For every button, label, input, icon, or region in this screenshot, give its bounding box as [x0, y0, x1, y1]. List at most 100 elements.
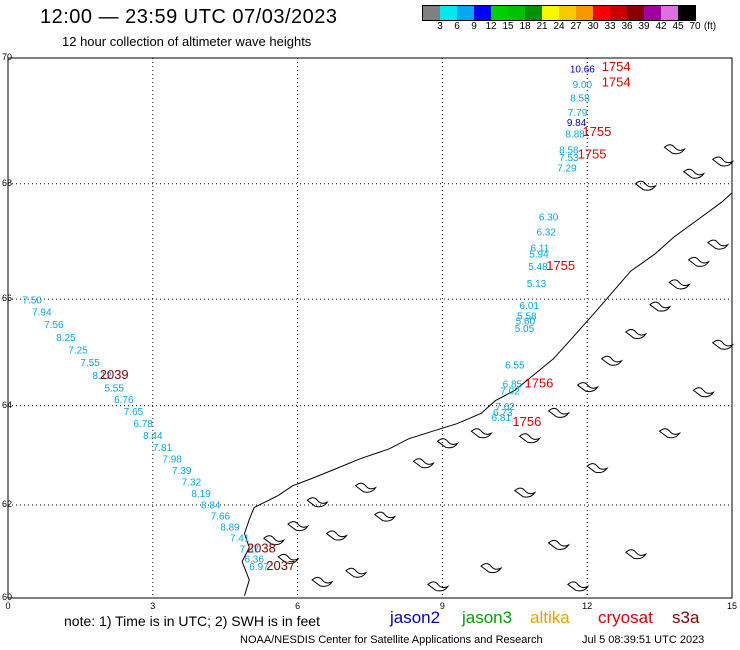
lat-tick-label: 70	[2, 52, 13, 62]
wave-height-label: 5.13	[527, 279, 547, 290]
wave-height-label: 7.25	[68, 345, 88, 356]
wave-height-label: 8.25	[56, 333, 76, 344]
wave-height-label: 7.55	[80, 358, 100, 369]
wave-height-label: 7.81	[153, 443, 173, 454]
coast-island	[374, 511, 397, 522]
wave-height-label: 7.37	[240, 544, 260, 555]
pass-time-label: 1754	[602, 59, 631, 74]
wave-height-label: 7.62	[495, 402, 515, 413]
pass-time-label: 1755	[582, 124, 611, 139]
coast-island	[470, 428, 493, 439]
wave-height-label: 7.39	[172, 466, 192, 477]
coast-island	[567, 581, 590, 592]
satellite-name: jason2	[390, 608, 441, 627]
coast-island	[625, 328, 648, 339]
wave-height-label: 7.65	[124, 407, 144, 418]
wave-height-label: 7.02	[500, 386, 520, 397]
lat-tick-label: 68	[2, 177, 13, 188]
coast-island	[412, 458, 435, 469]
legend-tick-label: 27	[570, 21, 582, 32]
coast-island	[711, 339, 735, 350]
legend-tick-label: 21	[536, 21, 548, 32]
legend-tick-label: 3	[437, 21, 443, 32]
lon-tick-label: 9	[439, 601, 445, 611]
footnote: note: 1) Time is in UTC; 2) SWH is in fe…	[64, 613, 320, 629]
wave-height-label: 9.84	[567, 118, 587, 129]
wave-height-label: 6.55	[505, 360, 525, 371]
chart-subtitle: 12 hour collection of altimeter wave hei…	[62, 34, 312, 49]
legend-swatch	[610, 6, 627, 20]
coast-island	[547, 539, 571, 550]
coast-island	[345, 567, 368, 578]
coast-island	[668, 279, 691, 290]
legend-swatch	[440, 6, 457, 20]
lon-tick-label: 12	[582, 601, 593, 611]
generated-timestamp: Jul 5 08:39:51 UTC 2023	[582, 634, 705, 646]
map-frame	[7, 57, 733, 599]
coast-island	[586, 463, 609, 474]
legend-swatch	[423, 6, 440, 20]
wave-height-label: 6.01	[520, 301, 540, 312]
legend-tick-label: 12	[485, 21, 497, 32]
legend-tick-label: 6	[454, 21, 460, 32]
coast-island	[263, 535, 286, 546]
wave-height-label: 5.48	[528, 262, 548, 273]
pass-time-label: 1755	[546, 258, 575, 273]
coast-island	[287, 521, 310, 532]
satellite-name: jason3	[462, 608, 513, 627]
wave-height-label: 7.32	[182, 478, 202, 489]
lon-tick-label: 3	[150, 601, 156, 611]
lat-tick-label: 60	[2, 592, 13, 602]
satellite-name: s3a	[672, 608, 700, 627]
legend-swatch	[508, 6, 525, 20]
coast-island	[658, 428, 682, 439]
norway-coastline	[241, 192, 733, 596]
legend-tick-label: 45	[672, 21, 684, 32]
wave-height-label: 5.60	[516, 316, 536, 327]
wave-height-label: 9.00	[573, 80, 593, 91]
coast-island	[625, 549, 648, 560]
coast-island	[325, 530, 349, 541]
wave-height-label: 7.53	[559, 153, 579, 164]
legend-tick-label: 33	[604, 21, 616, 32]
coast-island	[306, 497, 329, 508]
coast-island	[687, 256, 711, 267]
coast-island	[663, 144, 686, 155]
coast-island	[436, 438, 460, 449]
wave-height-label: 6.32	[536, 228, 556, 239]
wave-height-label: 6.73	[493, 408, 513, 419]
wave-height-label: 6.76	[114, 395, 134, 406]
legend-swatch	[593, 6, 610, 20]
wave-height-label: 6.36	[244, 554, 264, 565]
wave-height-label: 8.88	[565, 129, 585, 140]
lon-tick-label: 6	[295, 601, 301, 611]
legend-swatch	[474, 6, 491, 20]
coast-island	[277, 553, 300, 564]
wave-height-label: 8.44	[143, 431, 163, 442]
legend-unit: (ft)	[703, 21, 717, 32]
pass-time-label: 1756	[512, 414, 541, 429]
coast-island	[513, 487, 537, 498]
coast-island	[311, 576, 334, 587]
legend-swatch	[525, 6, 542, 20]
legend-swatch	[627, 6, 644, 20]
wave-height-label: 7.94	[32, 308, 52, 319]
wave-height-label: 7.56	[44, 320, 64, 331]
wave-height-label: 6.81	[492, 413, 512, 424]
wave-height-label: 8.12	[92, 371, 112, 382]
coast-island	[480, 563, 503, 574]
satellite-name: cryosat	[598, 608, 653, 627]
wave-height-label: 8.19	[191, 489, 211, 500]
pass-time-label: 2037	[266, 558, 295, 573]
legend-swatch	[678, 6, 695, 20]
lat-tick-label: 62	[2, 499, 13, 510]
legend-swatch	[661, 6, 678, 20]
legend-tick-label: 36	[621, 21, 633, 32]
legend-tick-label: 18	[519, 21, 531, 32]
pass-time-label: 1756	[524, 376, 553, 391]
coast-island	[576, 382, 600, 393]
wave-height-label: 7.79	[568, 108, 588, 119]
wave-height-label: 6.78	[133, 419, 153, 430]
wave-height-label: 8.84	[201, 500, 221, 511]
